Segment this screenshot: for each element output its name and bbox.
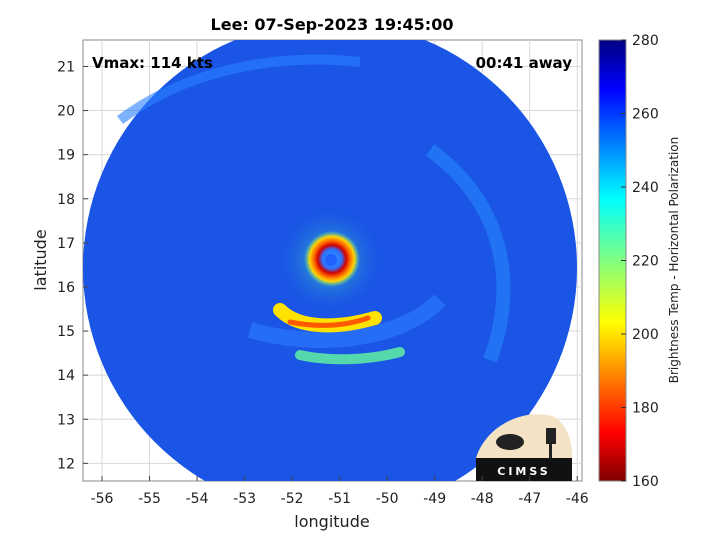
x-tick-label: -51 [328,491,351,507]
y-tick-label: 17 [57,236,75,252]
y-axis-ticks: 12 13 14 15 16 17 18 19 20 21 [57,59,88,472]
x-tick-label: -49 [423,491,446,507]
y-tick-label: 13 [57,412,75,428]
x-tick-label: -48 [471,491,494,507]
x-tick-label: -47 [518,491,541,507]
y-axis-label: latitude [31,229,50,290]
x-tick-label: -54 [186,491,209,507]
x-tick-label: -55 [138,491,161,507]
colorbar-tick-label: 280 [632,33,659,49]
x-tick-label: -52 [281,491,304,507]
colorbar-tick-label: 220 [632,254,659,270]
y-tick-label: 20 [57,104,75,120]
y-tick-label: 14 [57,368,75,384]
outer-band [117,54,361,125]
southern-band [247,294,446,348]
y-tick-label: 15 [57,324,75,340]
y-tick-label: 16 [57,280,75,296]
y-tick-label: 21 [57,59,75,75]
y-tick-label: 19 [57,148,75,164]
rainband-tail [295,347,405,365]
x-tick-label: -56 [91,491,114,507]
y-tick-label: 18 [57,192,75,208]
colorbar-tick-label: 180 [632,401,659,417]
rainband-core [287,315,371,328]
colorbar-tick-label: 160 [632,474,659,490]
x-tick-label: -46 [566,491,589,507]
cimss-logo-text: CIMSS [497,465,550,478]
microwave-swath: CIMSS [83,40,577,481]
colorbar-ticks: 160 180 200 220 240 260 280 [621,33,659,490]
x-axis-label: longitude [294,512,369,531]
x-tick-label: -53 [233,491,256,507]
colorbar-tick-label: 200 [632,327,659,343]
eastern-band [425,144,511,363]
y-tick-label: 12 [57,456,75,472]
chart-title: Lee: 07-Sep-2023 19:45:00 [211,15,454,34]
eye-center [325,254,337,266]
vmax-label: Vmax: 114 kts [92,54,213,72]
x-tick-label: -50 [376,491,399,507]
time-away-label: 00:41 away [476,54,573,72]
cimss-logo: CIMSS [476,414,572,481]
x-axis-ticks: -56 -55 -54 -53 -52 -51 -50 -49 -48 -47 -46 [91,476,589,507]
colorbar-tick-label: 240 [632,180,659,196]
colorbar-tick-label: 260 [632,107,659,123]
colorbar-label: Brightness Temp - Horizontal Polarizatio… [667,137,681,384]
